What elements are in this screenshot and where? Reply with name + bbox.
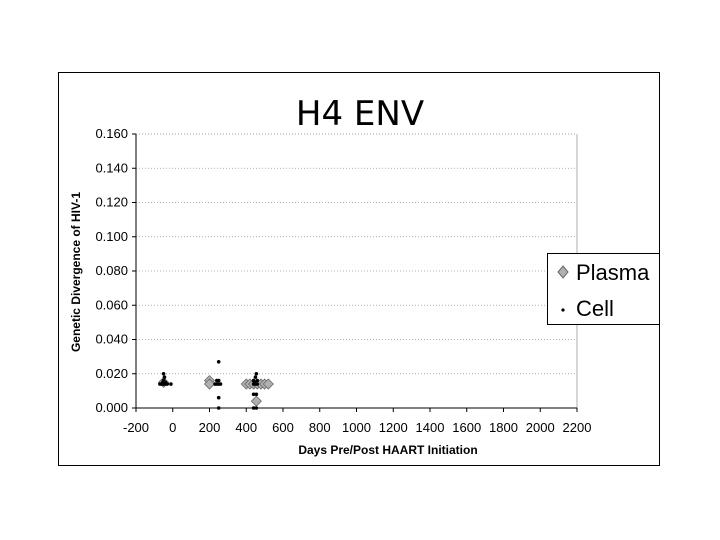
cell-point	[254, 371, 259, 376]
cell-point	[216, 406, 221, 410]
y-tick-label: 0.120	[95, 195, 128, 210]
y-tick-label: 0.100	[95, 229, 128, 244]
x-tick-label: 200	[199, 420, 221, 435]
legend-cell-marker	[561, 308, 565, 312]
cell-point	[161, 371, 166, 376]
x-tick-label: 1800	[489, 420, 518, 435]
cell-point	[216, 359, 221, 364]
x-tick-label: 1600	[452, 420, 481, 435]
cell-point	[218, 382, 223, 386]
cell-point	[255, 382, 260, 386]
cell-point	[255, 378, 260, 383]
y-tick-label: 0.000	[95, 400, 128, 415]
y-tick-label: 0.160	[95, 126, 128, 141]
cell-point	[251, 406, 256, 410]
x-tick-label: 2000	[526, 420, 555, 435]
y-tick-label: 0.140	[95, 160, 128, 175]
chart-title: H4 ENV	[296, 94, 424, 134]
cell-point	[163, 380, 168, 385]
grid-lines	[136, 133, 577, 375]
scatter-chart: H4 ENV 0.000 0.020 0.040 0.060 0.080 0.100 0.1…	[69, 94, 591, 457]
y-tick-label: 0.060	[95, 297, 128, 312]
plasma-point	[203, 378, 216, 390]
y-tick-label: 0.020	[95, 366, 128, 381]
x-tick-label: 800	[309, 420, 331, 435]
plasma-point	[250, 395, 262, 407]
cell-point	[160, 380, 165, 385]
cell-point	[216, 395, 221, 400]
legend-cell-label: Cell	[576, 296, 614, 321]
x-tick-label: 1200	[379, 420, 408, 435]
data-points	[157, 359, 274, 410]
cell-point	[162, 375, 167, 379]
cell-point	[169, 382, 173, 386]
y-tick-label: 0.080	[95, 263, 128, 278]
axes: 0.000 0.020 0.040 0.060 0.080 0.100 0.120 0.140…	[95, 126, 591, 435]
legend: Plasma Cell	[547, 253, 660, 325]
plasma-point	[262, 378, 274, 390]
x-tick-label: -200	[123, 420, 149, 435]
legend-plasma-marker	[557, 265, 569, 279]
cell-point	[254, 406, 259, 410]
cell-point	[252, 380, 257, 385]
cell-point	[251, 392, 256, 397]
x-tick-label: 600	[272, 420, 294, 435]
cell-point	[216, 378, 221, 383]
legend-svg: Plasma Cell	[557, 260, 650, 321]
legend-plasma-label: Plasma	[576, 260, 650, 285]
x-tick-label: 400	[235, 420, 257, 435]
x-tick-label: 2200	[563, 420, 592, 435]
cell-point	[253, 375, 258, 379]
x-axis-label: Days Pre/Post HAART Initiation	[298, 443, 477, 457]
x-tick-label: 0	[169, 420, 176, 435]
cell-point	[254, 392, 259, 397]
x-tick-label: 1000	[342, 420, 371, 435]
y-axis-label: Genetic Divergence of HIV-1	[69, 192, 83, 352]
x-tick-label: 1400	[416, 420, 445, 435]
y-tick-label: 0.040	[95, 332, 128, 347]
